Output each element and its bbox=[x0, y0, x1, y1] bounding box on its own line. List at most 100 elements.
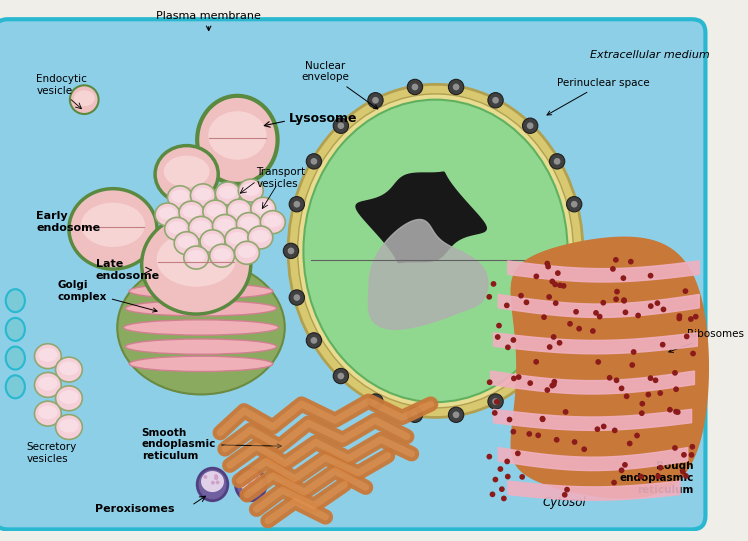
Circle shape bbox=[622, 309, 628, 315]
Circle shape bbox=[564, 487, 570, 492]
Ellipse shape bbox=[239, 179, 263, 202]
Circle shape bbox=[688, 316, 693, 322]
Circle shape bbox=[660, 342, 666, 347]
Circle shape bbox=[533, 359, 539, 365]
Ellipse shape bbox=[188, 216, 213, 240]
Circle shape bbox=[499, 486, 505, 492]
Ellipse shape bbox=[34, 372, 61, 397]
Circle shape bbox=[550, 333, 565, 348]
Circle shape bbox=[655, 473, 661, 479]
Text: Cytosol: Cytosol bbox=[543, 496, 586, 509]
Circle shape bbox=[523, 368, 538, 384]
Circle shape bbox=[248, 481, 251, 485]
Circle shape bbox=[693, 314, 699, 320]
Circle shape bbox=[554, 437, 560, 443]
Ellipse shape bbox=[187, 250, 205, 263]
Circle shape bbox=[310, 337, 317, 344]
Circle shape bbox=[337, 373, 344, 379]
Ellipse shape bbox=[74, 90, 95, 106]
Circle shape bbox=[590, 328, 595, 334]
Circle shape bbox=[595, 359, 601, 365]
Circle shape bbox=[215, 476, 218, 479]
Ellipse shape bbox=[55, 414, 82, 439]
Circle shape bbox=[495, 334, 500, 340]
Circle shape bbox=[572, 243, 588, 259]
Circle shape bbox=[488, 93, 503, 108]
Circle shape bbox=[545, 263, 551, 269]
Circle shape bbox=[511, 337, 516, 343]
Circle shape bbox=[494, 399, 500, 405]
Circle shape bbox=[673, 409, 679, 414]
Ellipse shape bbox=[179, 201, 204, 224]
Ellipse shape bbox=[129, 356, 273, 372]
Circle shape bbox=[333, 118, 349, 134]
Ellipse shape bbox=[126, 301, 277, 316]
Text: Lysosome: Lysosome bbox=[289, 113, 358, 126]
Circle shape bbox=[215, 480, 220, 484]
Circle shape bbox=[492, 410, 497, 416]
Circle shape bbox=[562, 409, 568, 415]
Circle shape bbox=[621, 298, 627, 304]
Ellipse shape bbox=[228, 232, 246, 245]
Ellipse shape bbox=[59, 390, 79, 404]
Circle shape bbox=[496, 323, 502, 328]
Circle shape bbox=[546, 294, 552, 300]
Ellipse shape bbox=[168, 221, 186, 234]
Text: Transport
vesicles: Transport vesicles bbox=[257, 167, 306, 189]
Ellipse shape bbox=[238, 245, 256, 258]
Circle shape bbox=[640, 401, 646, 407]
Ellipse shape bbox=[230, 203, 248, 216]
Circle shape bbox=[516, 374, 521, 380]
Circle shape bbox=[333, 368, 349, 384]
Circle shape bbox=[533, 274, 539, 279]
Ellipse shape bbox=[251, 230, 269, 243]
Circle shape bbox=[571, 439, 577, 445]
Ellipse shape bbox=[254, 201, 272, 214]
Circle shape bbox=[676, 315, 682, 321]
Circle shape bbox=[646, 392, 652, 398]
Circle shape bbox=[581, 446, 587, 452]
Circle shape bbox=[571, 201, 577, 208]
Circle shape bbox=[654, 300, 660, 306]
Ellipse shape bbox=[239, 471, 263, 492]
Circle shape bbox=[545, 387, 551, 393]
Circle shape bbox=[601, 300, 606, 306]
Circle shape bbox=[449, 407, 464, 423]
Circle shape bbox=[306, 333, 322, 348]
Ellipse shape bbox=[155, 146, 218, 203]
Circle shape bbox=[648, 273, 654, 279]
Circle shape bbox=[248, 478, 251, 482]
Ellipse shape bbox=[183, 205, 200, 218]
Ellipse shape bbox=[38, 406, 58, 419]
Ellipse shape bbox=[55, 357, 82, 382]
Text: Late
endosome: Late endosome bbox=[96, 259, 160, 281]
Circle shape bbox=[545, 261, 551, 266]
Circle shape bbox=[487, 379, 492, 385]
Circle shape bbox=[639, 410, 645, 416]
Circle shape bbox=[690, 351, 696, 357]
Circle shape bbox=[486, 454, 492, 459]
Circle shape bbox=[289, 196, 304, 212]
Circle shape bbox=[293, 294, 300, 301]
Circle shape bbox=[684, 334, 690, 339]
Circle shape bbox=[680, 469, 686, 474]
Circle shape bbox=[627, 440, 633, 446]
Circle shape bbox=[629, 362, 635, 368]
Circle shape bbox=[635, 313, 641, 318]
Ellipse shape bbox=[34, 344, 61, 368]
Circle shape bbox=[552, 281, 558, 287]
Circle shape bbox=[653, 378, 658, 383]
Circle shape bbox=[411, 84, 418, 90]
Ellipse shape bbox=[203, 234, 221, 247]
Circle shape bbox=[601, 424, 607, 430]
Circle shape bbox=[614, 289, 620, 294]
Circle shape bbox=[682, 288, 688, 294]
Circle shape bbox=[561, 283, 566, 289]
Circle shape bbox=[504, 302, 509, 308]
Ellipse shape bbox=[236, 468, 266, 501]
Circle shape bbox=[289, 290, 304, 305]
Circle shape bbox=[660, 307, 666, 312]
Circle shape bbox=[551, 379, 557, 385]
Text: Nuclear
envelope: Nuclear envelope bbox=[301, 61, 378, 109]
Circle shape bbox=[672, 445, 678, 451]
